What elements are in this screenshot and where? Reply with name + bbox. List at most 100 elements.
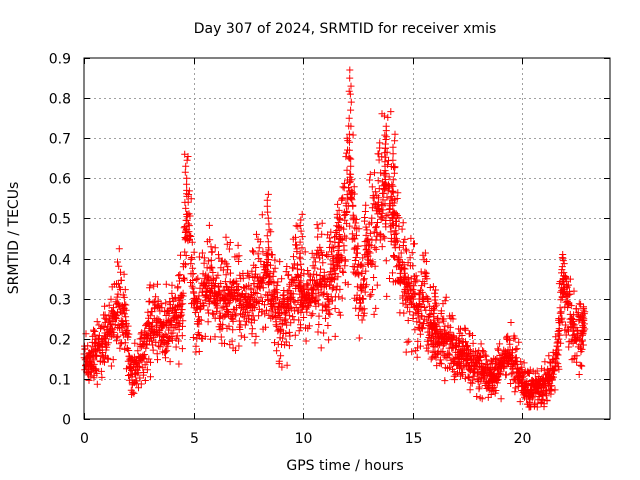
data-point — [359, 262, 367, 270]
data-point — [207, 256, 215, 264]
data-point — [207, 263, 215, 271]
data-point — [492, 387, 500, 394]
data-point — [543, 397, 551, 405]
data-point — [422, 306, 430, 314]
data-point — [454, 336, 462, 344]
data-point — [377, 201, 385, 209]
data-point — [397, 249, 405, 257]
data-point — [342, 234, 350, 242]
data-point — [87, 347, 95, 355]
data-point — [423, 317, 431, 325]
data-point — [93, 369, 101, 377]
data-point — [183, 174, 191, 182]
data-point — [468, 379, 476, 387]
data-point — [136, 335, 144, 343]
data-point — [366, 229, 374, 237]
data-point — [235, 317, 243, 325]
data-point — [338, 236, 346, 244]
data-point — [362, 267, 370, 275]
data-point — [346, 222, 354, 230]
data-point — [381, 131, 389, 139]
data-point — [437, 307, 445, 315]
data-point — [458, 332, 466, 339]
data-point — [557, 308, 565, 316]
data-point — [183, 229, 191, 236]
data-point — [297, 227, 305, 235]
data-point — [298, 288, 306, 296]
data-point — [145, 355, 153, 363]
data-point — [131, 339, 139, 347]
data-point — [261, 301, 268, 309]
data-point — [186, 212, 194, 220]
data-point — [195, 292, 203, 300]
data-point — [307, 311, 315, 319]
data-point — [379, 196, 387, 204]
data-point — [300, 270, 308, 278]
data-point — [197, 316, 205, 324]
data-point — [361, 214, 369, 221]
data-point — [211, 244, 219, 252]
data-point — [152, 293, 160, 301]
data-point — [362, 231, 370, 239]
data-point — [441, 377, 449, 385]
data-point — [446, 323, 454, 331]
data-point — [150, 282, 158, 290]
data-point — [344, 137, 352, 145]
data-point — [183, 216, 191, 224]
data-point — [115, 245, 123, 253]
data-point — [154, 280, 161, 288]
data-point — [507, 370, 515, 378]
data-point — [101, 311, 109, 319]
data-point — [345, 130, 353, 138]
data-point — [578, 362, 586, 370]
data-point — [120, 293, 128, 301]
data-point — [459, 369, 467, 376]
data-point — [178, 311, 186, 319]
data-point — [365, 256, 372, 264]
data-point — [121, 300, 129, 308]
data-point — [175, 337, 182, 345]
data-point — [195, 348, 203, 355]
data-point — [391, 163, 399, 171]
data-point — [516, 398, 524, 406]
data-point — [252, 332, 260, 340]
data-point — [170, 324, 178, 332]
data-point — [347, 82, 355, 90]
data-point — [366, 176, 374, 184]
data-point — [500, 364, 508, 372]
data-point — [313, 221, 321, 229]
data-point — [208, 248, 216, 256]
data-point — [236, 271, 244, 279]
data-point — [287, 319, 295, 327]
data-point — [556, 331, 564, 339]
data-point — [293, 245, 301, 253]
y-axis-label: SRMTID / TECUs — [6, 182, 22, 295]
data-point — [325, 336, 333, 344]
x-tick-label: 10 — [295, 431, 313, 447]
data-point — [209, 309, 217, 317]
data-point — [189, 277, 197, 284]
data-point — [216, 288, 224, 296]
data-point — [279, 334, 287, 342]
data-point — [110, 328, 118, 336]
data-point — [286, 332, 294, 340]
data-point — [207, 243, 215, 251]
data-point — [297, 271, 305, 279]
data-point — [334, 243, 342, 250]
data-point — [296, 249, 304, 257]
data-point — [352, 216, 360, 223]
data-point — [182, 162, 190, 170]
data-point — [502, 371, 510, 379]
data-point — [557, 339, 565, 347]
data-point — [336, 215, 344, 223]
data-point — [562, 321, 570, 329]
data-point — [257, 257, 265, 265]
data-point — [229, 326, 237, 334]
data-point — [412, 272, 420, 280]
data-point — [442, 293, 450, 301]
data-point — [289, 264, 297, 272]
data-point — [339, 267, 347, 275]
data-point — [507, 319, 515, 326]
data-point — [473, 393, 481, 400]
